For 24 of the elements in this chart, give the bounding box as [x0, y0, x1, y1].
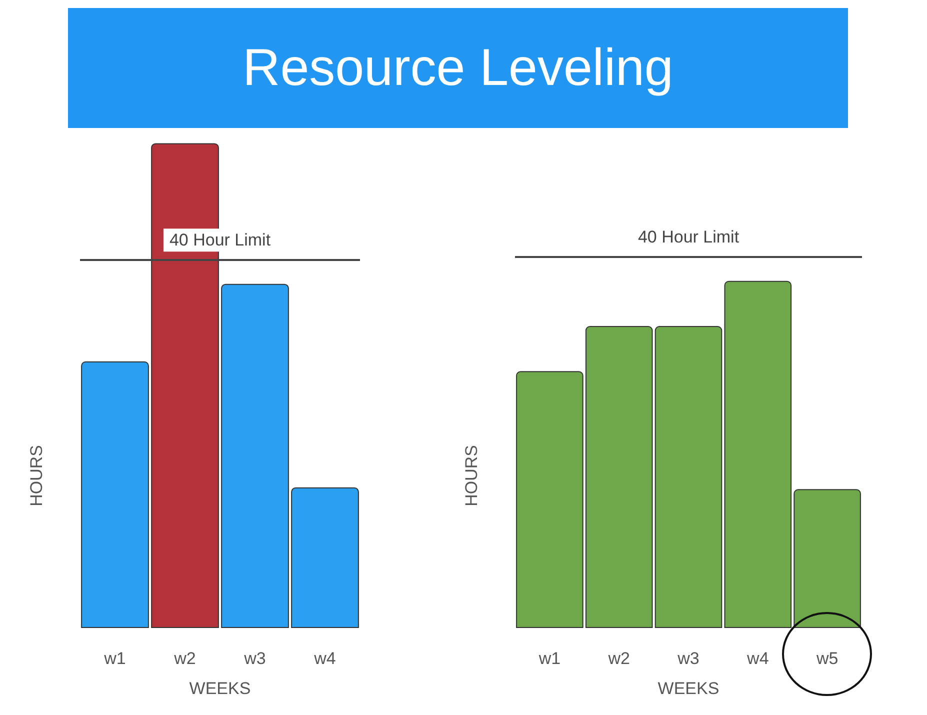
x-axis-title: WEEKS	[658, 679, 720, 698]
x-tick-label: w2	[607, 649, 630, 668]
bar	[221, 284, 289, 628]
x-tick-label: w4	[313, 649, 336, 668]
bar	[291, 487, 359, 628]
bar	[585, 326, 653, 628]
x-tick-label: w3	[243, 649, 266, 668]
y-axis-title: HOURS	[462, 444, 481, 506]
ref-line-label: 40 Hour Limit	[638, 228, 740, 247]
x-tick-label: w2	[173, 649, 196, 668]
x-tick-label: w3	[676, 649, 700, 668]
ref-line-label: 40 Hour Limit	[169, 230, 271, 250]
bar	[516, 371, 584, 628]
x-axis-title: WEEKS	[189, 679, 251, 698]
x-tick-label: w1	[103, 649, 126, 668]
x-tick-label: w4	[746, 649, 769, 668]
x-tick-label: w1	[538, 649, 561, 668]
bar	[654, 326, 722, 628]
chart-title: Resource Leveling	[68, 8, 848, 128]
x-tick-label: w5	[815, 649, 838, 668]
bar	[81, 361, 149, 628]
bar	[724, 280, 792, 628]
y-axis-title: HOURS	[27, 444, 46, 506]
bar	[794, 489, 861, 628]
